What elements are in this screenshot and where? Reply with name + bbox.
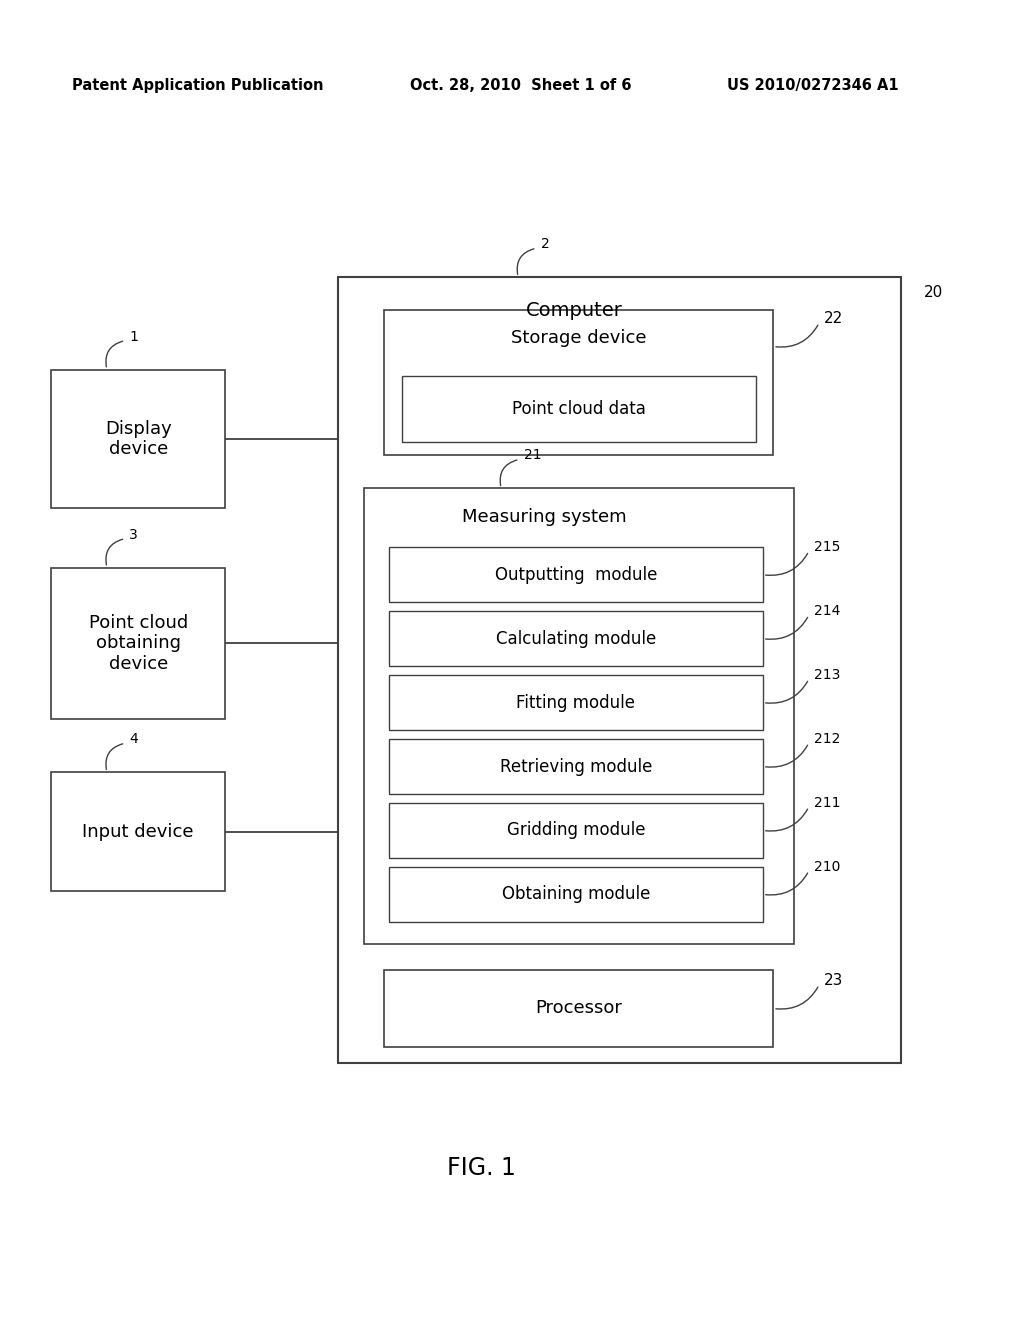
Text: Display
device: Display device — [104, 420, 172, 458]
Bar — [389, 739, 763, 795]
Bar — [384, 970, 773, 1047]
Text: 23: 23 — [824, 973, 844, 989]
Text: Point cloud
obtaining
device: Point cloud obtaining device — [89, 614, 187, 673]
Bar — [51, 772, 225, 891]
Text: 213: 213 — [814, 668, 841, 682]
Text: Retrieving module: Retrieving module — [500, 758, 652, 776]
Bar — [389, 546, 763, 602]
Text: Calculating module: Calculating module — [496, 630, 656, 648]
Text: Outputting  module: Outputting module — [495, 566, 657, 583]
Text: Computer: Computer — [526, 301, 623, 319]
Text: 2: 2 — [541, 238, 550, 251]
Text: 212: 212 — [814, 731, 841, 746]
Text: FIG. 1: FIG. 1 — [446, 1156, 516, 1180]
Text: Point cloud data: Point cloud data — [512, 400, 646, 418]
Text: 214: 214 — [814, 605, 841, 618]
Text: US 2010/0272346 A1: US 2010/0272346 A1 — [727, 78, 899, 94]
Bar — [389, 803, 763, 858]
Text: 1: 1 — [129, 330, 138, 343]
Text: Input device: Input device — [83, 822, 194, 841]
Text: 4: 4 — [129, 733, 138, 746]
Text: Gridding module: Gridding module — [507, 821, 645, 840]
Text: Obtaining module: Obtaining module — [502, 886, 650, 903]
Text: 3: 3 — [129, 528, 138, 541]
Bar — [389, 675, 763, 730]
Text: Patent Application Publication: Patent Application Publication — [72, 78, 324, 94]
Text: Storage device: Storage device — [511, 329, 646, 347]
Bar — [364, 488, 794, 944]
Bar — [51, 568, 225, 719]
Text: 20: 20 — [924, 285, 943, 300]
Text: Measuring system: Measuring system — [462, 508, 627, 527]
Text: 22: 22 — [824, 312, 844, 326]
Bar — [51, 370, 225, 508]
Bar — [384, 310, 773, 455]
Text: Oct. 28, 2010  Sheet 1 of 6: Oct. 28, 2010 Sheet 1 of 6 — [410, 78, 631, 94]
Bar — [402, 376, 756, 442]
Bar — [389, 611, 763, 667]
Bar — [389, 867, 763, 923]
Text: 210: 210 — [814, 859, 841, 874]
Text: 211: 211 — [814, 796, 841, 809]
Text: 215: 215 — [814, 540, 841, 554]
Text: Fitting module: Fitting module — [516, 693, 636, 711]
Bar — [338, 277, 901, 1063]
Text: Processor: Processor — [536, 999, 622, 1018]
Text: 21: 21 — [523, 449, 542, 462]
